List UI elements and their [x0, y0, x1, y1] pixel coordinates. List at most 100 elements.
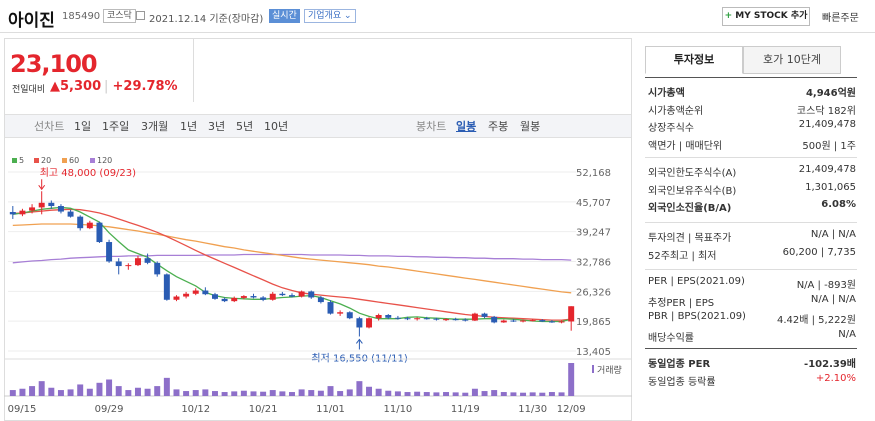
candle-body [356, 318, 363, 328]
add-mystock-label: MY STOCK 추가 [735, 11, 808, 21]
info-label: 액면가 | 매매단위 [648, 140, 723, 152]
y-tick-label: 32,786 [576, 258, 611, 269]
tab-order-book[interactable]: 호가 10단계 [743, 46, 841, 74]
volume-bar [67, 389, 74, 396]
candle-body [144, 258, 151, 263]
tab-line-chart[interactable]: 선차트 [34, 120, 65, 133]
info-label: 시가총액 [648, 88, 685, 99]
info-label: 투자의견 | 목표주가 [648, 233, 732, 244]
candle-body [96, 222, 103, 243]
market-badge: 코스닥 [103, 9, 136, 23]
tab-weekly[interactable]: 주봉 [488, 120, 509, 133]
period-tab-bar [5, 114, 631, 138]
volume-bar [539, 392, 546, 396]
info-label: 52주최고 | 최저 [648, 250, 717, 262]
volume-bar [337, 391, 344, 396]
info-value: 1,301,065 [805, 181, 856, 193]
candle-body [510, 320, 517, 322]
volume-bar [183, 391, 190, 396]
company-overview-label: 기업개요 [308, 11, 342, 21]
volume-bar [366, 386, 373, 396]
volume-bar [443, 392, 450, 396]
tab-candle-chart[interactable]: 봉차트 [416, 120, 447, 133]
candle-body [29, 207, 36, 211]
candle-body [375, 315, 382, 319]
volume-bar [356, 381, 363, 396]
tab-5year[interactable]: 5년 [236, 120, 254, 133]
candle-body [221, 298, 228, 302]
annotation-high: 최고 48,000 (09/23) [40, 167, 136, 179]
x-tick-label: 11/01 [316, 404, 345, 415]
volume-bar [568, 363, 575, 396]
divider [645, 348, 857, 349]
tab-1day[interactable]: 1일 [74, 120, 92, 133]
legend-label: 120 [97, 156, 112, 165]
x-tick-label: 09/15 [8, 404, 37, 415]
volume-bar [134, 387, 141, 396]
info-label: 동일업종 등락률 [648, 376, 716, 388]
y-tick-label: 52,168 [576, 168, 611, 179]
y-tick-label: 19,865 [576, 317, 611, 328]
candle-body [346, 312, 353, 319]
candle-body [269, 293, 276, 300]
divider [645, 269, 857, 270]
candle-body [327, 302, 334, 314]
x-tick-label: 09/29 [95, 404, 124, 415]
tab-daily[interactable]: 일봉 [456, 120, 477, 133]
info-label: 배당수익률 [648, 332, 694, 344]
volume-bar [481, 391, 488, 396]
tab-1week[interactable]: 1주일 [102, 120, 130, 133]
divider [193, 38, 194, 102]
info-label: 외국인소진율(B/A) [648, 203, 732, 214]
x-tick-label: 10/12 [181, 404, 210, 415]
stock-code: 185490 [62, 11, 101, 22]
volume-bar [192, 390, 199, 396]
add-mystock-button[interactable]: + MY STOCK 추가 [722, 7, 810, 26]
company-overview-button[interactable]: 기업개요 ⌄ [304, 9, 356, 23]
tab-10year[interactable]: 10년 [264, 120, 289, 133]
candle-body [211, 294, 218, 299]
candle-body [240, 296, 247, 298]
volume-bar [529, 392, 536, 396]
info-label: PBR | BPS(2021.09) [648, 311, 746, 322]
tab-3month[interactable]: 3개월 [141, 120, 169, 133]
volume-bar [57, 390, 64, 396]
info-label: 추정PER | EPS [648, 297, 715, 309]
volume-bar [240, 390, 247, 396]
x-tick-label: 10/21 [249, 404, 278, 415]
annotation-low: 최저 16,550 (11/11) [311, 352, 407, 364]
x-tick-label: 11/19 [451, 404, 480, 415]
info-value: N/A | N/A [810, 293, 856, 305]
quick-order-link[interactable]: 빠른주문 [822, 13, 859, 24]
tab-3year[interactable]: 3년 [208, 120, 226, 133]
legend-label: 5 [19, 156, 24, 165]
volume-label: 거래량 [597, 364, 622, 376]
candle-body [38, 202, 45, 208]
divider [645, 77, 857, 78]
info-label: PER | EPS(2021.09) [648, 276, 745, 287]
volume-bar [48, 387, 55, 396]
price-change: ▲5,300 [50, 79, 101, 94]
volume-bar [279, 391, 286, 396]
realtime-button[interactable]: 실시간 [269, 9, 300, 23]
info-value: +2.10% [815, 372, 856, 384]
candle-body [317, 297, 324, 303]
y-tick-label: 39,247 [576, 228, 611, 239]
candle-body [48, 202, 55, 207]
candle-body [414, 318, 421, 320]
candle-body [298, 291, 305, 297]
legend-swatch [12, 158, 17, 163]
tab-1year[interactable]: 1년 [180, 120, 198, 133]
tab-monthly[interactable]: 월봉 [520, 120, 541, 133]
calendar-icon [136, 11, 145, 20]
candle-body [568, 306, 575, 322]
tab-invest-info[interactable]: 투자정보 [645, 46, 743, 74]
volume-bar [260, 391, 267, 396]
current-price: 23,100 [10, 50, 98, 78]
series-line-ma60 [12, 223, 572, 294]
info-label: 상장주식수 [648, 123, 694, 134]
candle-body [173, 296, 180, 300]
x-tick-label: 11/30 [518, 404, 547, 415]
candle-body [192, 290, 199, 294]
candle-body [57, 206, 64, 212]
